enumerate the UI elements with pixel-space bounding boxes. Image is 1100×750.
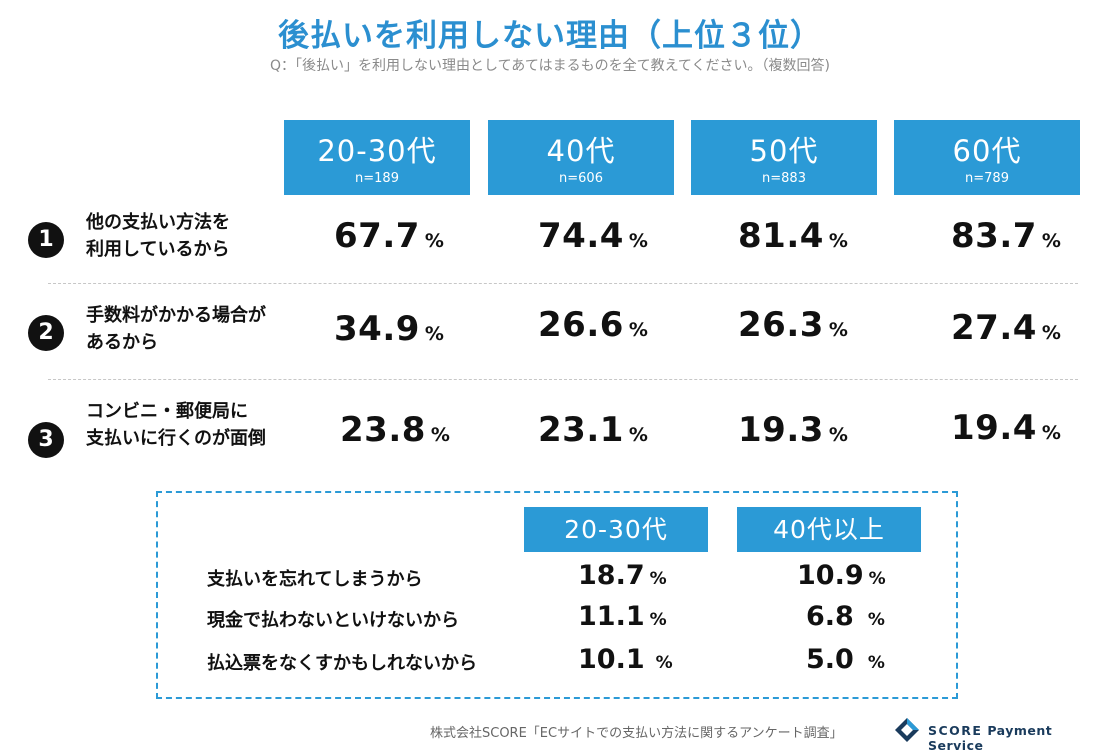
source-note: 株式会社SCORE「ECサイトでの支払い方法に関するアンケート調査」	[430, 726, 843, 741]
row-label-1: 他の支払い方法を 利用しているから	[86, 209, 316, 263]
value-number: 11.1	[578, 601, 645, 632]
value-cell: 23.8%	[340, 410, 450, 450]
value-number: 5.0	[806, 644, 854, 675]
value-number: 34.9	[334, 309, 420, 349]
brand-logo-text: SCORE Payment Service	[928, 723, 1053, 750]
percent-sign: %	[628, 230, 648, 252]
value-number: 6.8	[806, 601, 854, 632]
value-number: 67.7	[334, 216, 420, 256]
rank-badge-3: 3	[28, 422, 64, 458]
percent-sign: %	[649, 610, 667, 630]
value-cell: 67.7%	[334, 216, 444, 256]
row-label-line: 利用しているから	[86, 239, 230, 260]
row-label-line: あるから	[86, 332, 158, 353]
secondary-reasons-box	[156, 491, 958, 699]
column-sample-size: n=606	[559, 171, 603, 186]
row-label-3: コンビニ・郵便局に 支払いに行くのが面倒	[86, 398, 316, 452]
percent-sign: %	[424, 230, 444, 252]
percent-sign: %	[628, 319, 648, 341]
sub-value-cell: 6.8%	[806, 601, 885, 632]
percent-sign: %	[430, 424, 450, 446]
row-label-line: 他の支払い方法を	[86, 212, 230, 233]
value-cell: 26.3%	[738, 305, 848, 345]
score-logo-icon	[895, 718, 919, 742]
percent-sign: %	[867, 653, 885, 673]
percent-sign: %	[655, 653, 673, 673]
value-number: 18.7	[578, 560, 645, 591]
value-cell: 81.4%	[738, 216, 848, 256]
sub-value-cell: 10.1%	[578, 644, 673, 675]
value-cell: 19.3%	[738, 410, 848, 450]
sub-row-label: 現金で払わないといけないから	[207, 610, 459, 631]
value-number: 23.1	[538, 410, 624, 450]
row-label-line: コンビニ・郵便局に	[86, 401, 248, 422]
page-title: 後払いを利用しない理由（上位３位）	[278, 18, 822, 54]
value-number: 74.4	[538, 216, 624, 256]
value-number: 19.3	[738, 410, 824, 450]
percent-sign: %	[1041, 422, 1061, 444]
percent-sign: %	[828, 230, 848, 252]
column-header-20-30: 20-30代 n=189	[284, 120, 470, 195]
column-sample-size: n=883	[762, 171, 806, 186]
column-label: 20-30代	[317, 134, 437, 168]
sub-value-cell: 10.9%	[797, 560, 886, 591]
percent-sign: %	[867, 610, 885, 630]
row-label-2: 手数料がかかる場合が あるから	[86, 302, 316, 356]
column-label: 40代	[546, 134, 616, 168]
percent-sign: %	[828, 424, 848, 446]
sub-value-cell: 11.1%	[578, 601, 667, 632]
value-cell: 26.6%	[538, 305, 648, 345]
sub-column-header-20-30: 20-30代	[524, 507, 708, 552]
column-header-40: 40代 n=606	[488, 120, 674, 195]
sub-column-header-40-plus: 40代以上	[737, 507, 921, 552]
value-cell: 83.7%	[951, 216, 1061, 256]
value-number: 19.4	[951, 408, 1037, 448]
percent-sign: %	[868, 569, 886, 589]
percent-sign: %	[628, 424, 648, 446]
percent-sign: %	[1041, 322, 1061, 344]
row-label-line: 支払いに行くのが面倒	[86, 428, 266, 449]
question-text: Q：「後払い」を利用しない理由としてあてはまるものを全て教えてください。（複数回…	[270, 58, 830, 74]
value-cell: 34.9%	[334, 309, 444, 349]
value-number: 27.4	[951, 308, 1037, 348]
row-divider	[48, 283, 1078, 284]
value-number: 10.9	[797, 560, 864, 591]
rank-badge-1: 1	[28, 222, 64, 258]
row-divider	[48, 379, 1078, 380]
sub-row-label: 支払いを忘れてしまうから	[207, 569, 423, 590]
percent-sign: %	[828, 319, 848, 341]
column-label: 60代	[952, 134, 1022, 168]
column-sample-size: n=789	[965, 171, 1009, 186]
value-cell: 23.1%	[538, 410, 648, 450]
column-sample-size: n=189	[355, 171, 399, 186]
column-header-50: 50代 n=883	[691, 120, 877, 195]
rank-badge-2: 2	[28, 315, 64, 351]
value-number: 83.7	[951, 216, 1037, 256]
percent-sign: %	[649, 569, 667, 589]
percent-sign: %	[1041, 230, 1061, 252]
sub-value-cell: 5.0%	[806, 644, 885, 675]
value-number: 26.6	[538, 305, 624, 345]
value-number: 26.3	[738, 305, 824, 345]
percent-sign: %	[424, 323, 444, 345]
value-cell: 27.4%	[951, 308, 1061, 348]
value-cell: 74.4%	[538, 216, 648, 256]
value-cell: 19.4%	[951, 408, 1061, 448]
value-number: 23.8	[340, 410, 426, 450]
row-label-line: 手数料がかかる場合が	[86, 305, 266, 326]
column-header-60: 60代 n=789	[894, 120, 1080, 195]
value-number: 10.1	[578, 644, 645, 675]
sub-row-label: 払込票をなくすかもしれないから	[207, 653, 477, 674]
column-label: 50代	[749, 134, 819, 168]
value-number: 81.4	[738, 216, 824, 256]
sub-value-cell: 18.7%	[578, 560, 667, 591]
